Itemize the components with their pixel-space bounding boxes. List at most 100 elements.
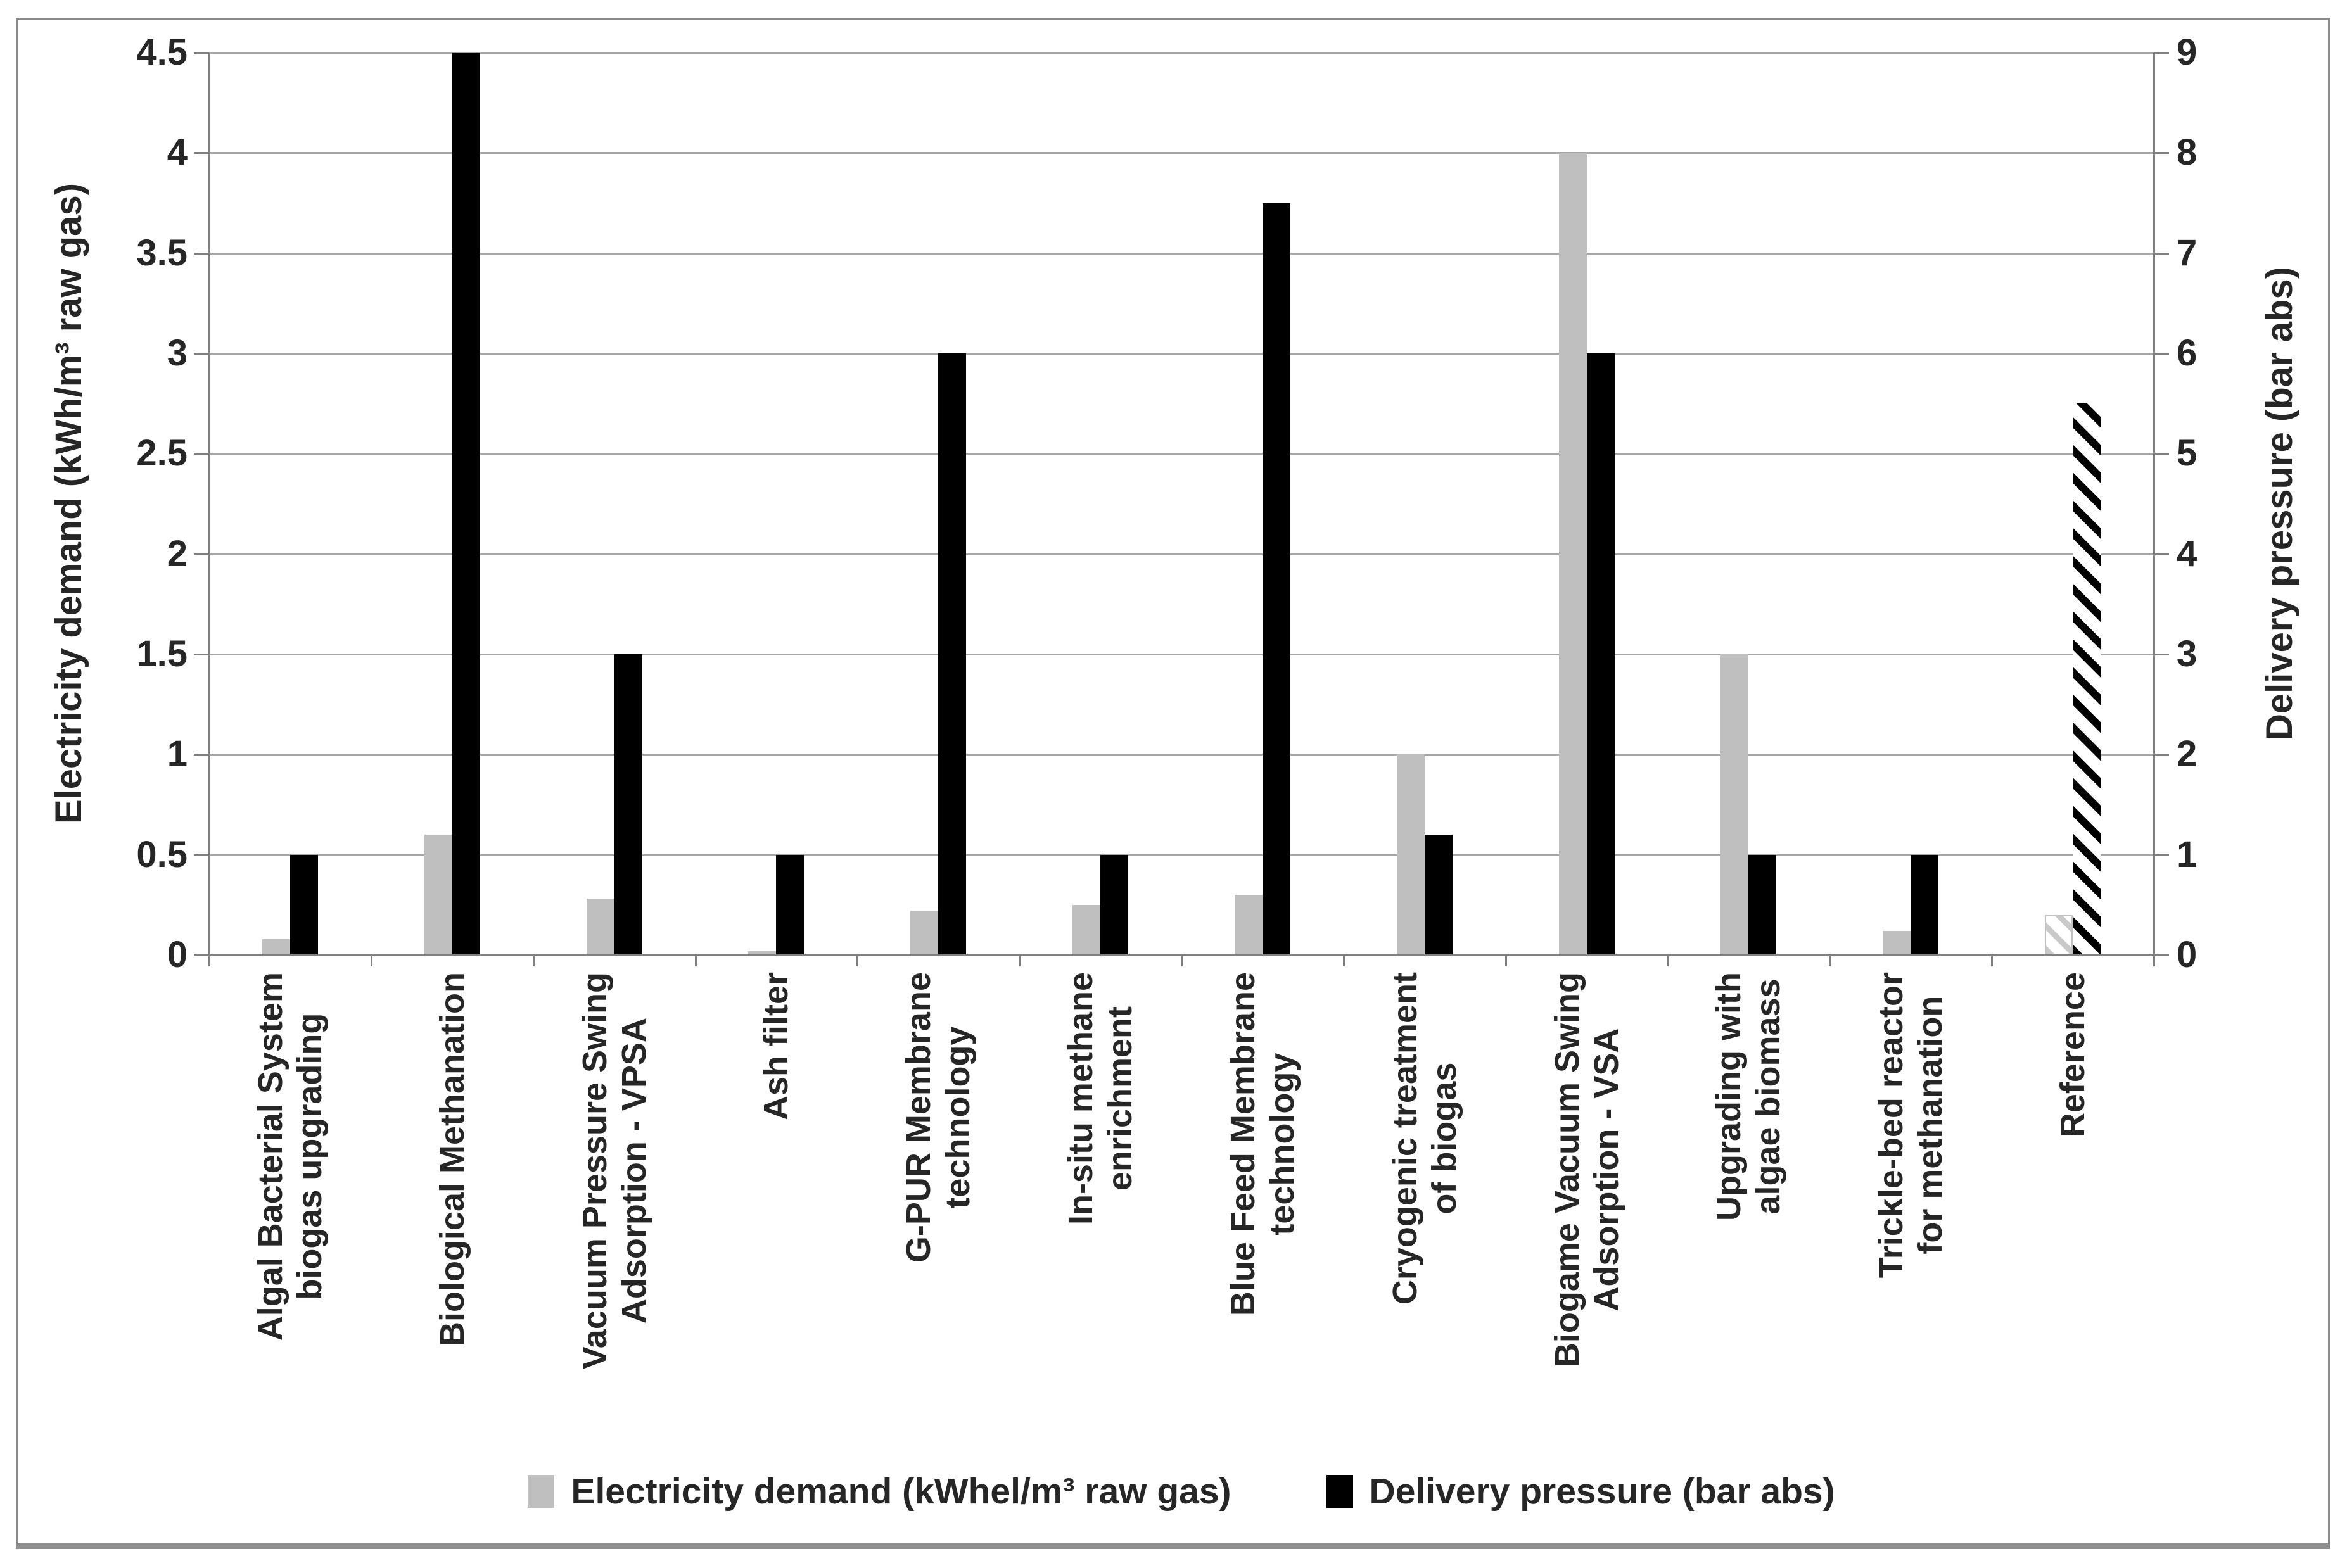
left-axis-title: Electricity demand (kWh/m³ raw gas) <box>48 182 89 825</box>
left-axis-tick-label: 2 <box>167 533 188 574</box>
electricity-bar <box>424 835 452 955</box>
electricity-bar <box>586 899 614 955</box>
pressure-bar <box>1262 203 1290 955</box>
y-axis-right-line <box>2153 53 2155 966</box>
category-label-text: Ash filter <box>757 972 796 1121</box>
electricity-bar <box>2045 914 2073 955</box>
left-axis-tick-label: 3.5 <box>136 232 188 274</box>
left-axis-tick <box>194 152 209 155</box>
electricity-bar <box>1720 654 1749 955</box>
pressure-bar <box>1424 835 1453 955</box>
legend-label-electricity: Electricity demand (kWhel/m³ raw gas) <box>571 1471 1231 1512</box>
right-axis-tick <box>2154 754 2169 756</box>
legend-item-electricity: Electricity demand (kWhel/m³ raw gas) <box>528 1470 1231 1512</box>
left-axis-tick <box>194 553 209 555</box>
gridline <box>209 52 2154 54</box>
left-axis-tick-label: 1 <box>167 733 188 775</box>
x-axis-tick <box>208 955 210 966</box>
right-axis-tick-label: 7 <box>2177 232 2198 274</box>
right-axis-tick <box>2154 152 2169 155</box>
gridline <box>209 854 2154 856</box>
gridline <box>209 654 2154 655</box>
right-axis-tick <box>2154 453 2169 455</box>
right-axis-tick-label: 8 <box>2177 132 2198 174</box>
category-label-text: Biological Methanation <box>433 972 471 1347</box>
left-axis-tick <box>194 52 209 54</box>
pressure-bar <box>452 53 480 955</box>
pressure-bar <box>938 353 967 955</box>
electricity-bar <box>910 911 939 955</box>
legend: Electricity demand (kWhel/m³ raw gas) De… <box>209 1470 2154 1512</box>
right-axis-tick <box>2154 252 2169 255</box>
x-axis-tick <box>694 955 697 966</box>
right-axis-tick-label: 0 <box>2177 934 2198 975</box>
right-axis-tick <box>2154 954 2169 956</box>
left-axis-tick <box>194 252 209 255</box>
category-label-text: Reference <box>2054 972 2092 1138</box>
category-label-text: Blue Feed Membrane technology <box>1223 972 1301 1317</box>
gridline <box>209 252 2154 255</box>
right-axis-tick <box>2154 654 2169 655</box>
x-axis-tick <box>1991 955 1994 966</box>
left-axis-tick-label: 3 <box>167 332 188 374</box>
left-axis-tick-label: 2.5 <box>136 433 188 474</box>
right-axis-tick-label: 9 <box>2177 32 2198 73</box>
electricity-bar <box>1072 904 1101 955</box>
electricity-bar <box>1396 754 1425 955</box>
x-axis-tick <box>1667 955 1669 966</box>
left-axis-tick <box>194 353 209 355</box>
x-axis-tick <box>1829 955 1831 966</box>
x-axis-tick <box>370 955 372 966</box>
chart-frame <box>16 18 2330 1549</box>
x-axis-tick <box>1504 955 1507 966</box>
gridline <box>209 453 2154 455</box>
electricity-bar <box>1558 153 1587 955</box>
left-axis-tick-label: 0 <box>167 934 188 975</box>
left-axis-tick <box>194 754 209 756</box>
x-axis-tick <box>1181 955 1183 966</box>
category-label-text: Algal Bacterial System biogas upgrading <box>251 972 329 1341</box>
pressure-bar <box>1748 854 1777 955</box>
gridline <box>209 754 2154 756</box>
electricity-bar <box>1234 895 1263 955</box>
right-axis-tick-label: 4 <box>2177 533 2198 574</box>
electricity-bar <box>748 951 777 955</box>
left-axis-tick <box>194 453 209 455</box>
gridline <box>209 152 2154 155</box>
gridline <box>209 553 2154 555</box>
right-axis-tick <box>2154 52 2169 54</box>
left-axis-tick-label: 0.5 <box>136 833 188 875</box>
category-label-text: In-situ methane enrichment <box>1062 972 1140 1225</box>
legend-item-pressure: Delivery pressure (bar abs) <box>1326 1470 1835 1512</box>
right-axis-title: Delivery pressure (bar abs) <box>2259 267 2300 740</box>
left-axis-tick-label: 1.5 <box>136 633 188 674</box>
x-axis-tick <box>532 955 535 966</box>
left-axis-tick-label: 4.5 <box>136 32 188 73</box>
category-label-text: Vacuum Pressure Swing Adsorption - VPSA <box>575 972 653 1370</box>
category-label-text: Trickle-bed reactor for methanation <box>1872 972 1950 1279</box>
x-axis-tick <box>856 955 859 966</box>
category-label-text: G-PUR Membrane technology <box>900 972 977 1263</box>
x-axis-tick <box>2153 955 2155 966</box>
gridline <box>209 353 2154 355</box>
pressure-bar <box>2073 403 2101 955</box>
pressure-bar <box>614 654 642 955</box>
pressure-bar <box>1100 854 1129 955</box>
pressure-bar <box>776 854 805 955</box>
x-axis-tick <box>1342 955 1345 966</box>
right-axis-tick-label: 2 <box>2177 733 2198 775</box>
legend-label-pressure: Delivery pressure (bar abs) <box>1369 1471 1835 1512</box>
left-axis-tick <box>194 854 209 856</box>
gray-square-icon <box>528 1475 555 1508</box>
category-label-text: Upgrading with algae biomass <box>1710 972 1788 1221</box>
right-axis-tick <box>2154 854 2169 856</box>
electricity-bar <box>262 939 290 955</box>
right-axis-tick-label: 1 <box>2177 833 2198 875</box>
left-axis-tick <box>194 654 209 655</box>
